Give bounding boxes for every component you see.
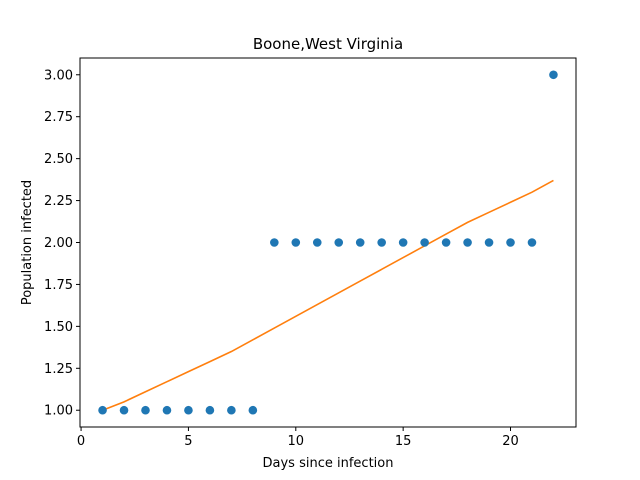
chart-title: Boone,West Virginia — [253, 35, 403, 53]
x-tick-label: 10 — [288, 434, 305, 449]
data-point — [398, 238, 408, 247]
fit-line — [102, 179, 554, 411]
data-point — [484, 238, 494, 247]
x-tick-label: 5 — [184, 434, 192, 449]
data-point — [527, 238, 537, 247]
data-point — [334, 238, 344, 247]
data-point — [291, 238, 301, 247]
y-tick-label: 2.00 — [44, 236, 73, 251]
data-point — [205, 405, 215, 415]
y-tick-label: 2.50 — [44, 152, 73, 167]
x-axis: 0 5 10 15 20 — [77, 427, 519, 449]
data-point — [119, 405, 129, 415]
data-point — [355, 238, 365, 247]
data-point — [270, 238, 279, 247]
x-tick-label: 20 — [502, 434, 519, 449]
x-axis-label: Days since infection — [263, 456, 394, 471]
data-point — [98, 405, 107, 415]
data-point — [377, 238, 386, 247]
y-axis-label: Population infected — [20, 180, 35, 305]
data-point — [463, 238, 472, 247]
data-point — [420, 238, 429, 247]
data-point — [312, 238, 322, 247]
data-point — [162, 405, 172, 415]
y-tick-label: 3.00 — [44, 68, 73, 83]
plot-marks — [98, 70, 558, 415]
data-point — [506, 238, 515, 247]
y-tick-label: 1.25 — [44, 362, 73, 377]
data-point — [549, 70, 558, 80]
y-axis: 1.00 1.25 1.50 1.75 2.00 2.25 2.50 2.75 3.00 — [44, 68, 80, 419]
y-tick-label: 1.50 — [44, 320, 73, 335]
x-tick-label: 0 — [77, 434, 85, 449]
y-tick-label: 2.25 — [44, 194, 73, 209]
axes-frame — [79, 57, 577, 428]
data-point — [141, 405, 150, 415]
y-tick-label: 1.00 — [44, 404, 73, 419]
data-point — [441, 238, 451, 247]
data-point — [227, 405, 236, 415]
data-point — [248, 405, 258, 415]
y-tick-label: 1.75 — [44, 278, 73, 293]
data-point — [184, 405, 193, 415]
y-tick-label: 2.75 — [44, 110, 73, 125]
x-tick-label: 15 — [395, 434, 412, 449]
